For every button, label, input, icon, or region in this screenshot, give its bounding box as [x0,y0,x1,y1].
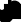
Text: Figure 3: Figure 3 [0,0,21,21]
